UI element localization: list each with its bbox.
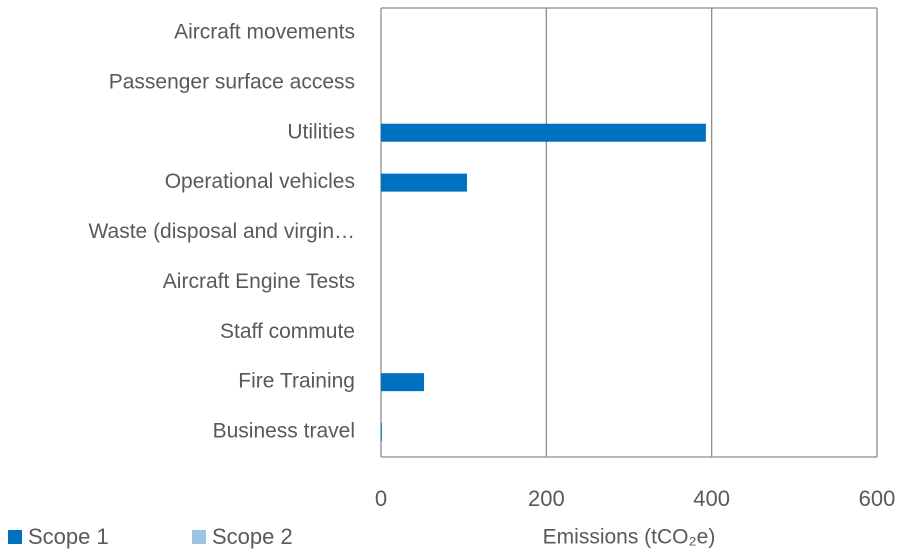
y-tick-label: Waste (disposal and virgin… [89,220,356,243]
legend-label: Scope 2 [212,524,293,549]
y-tick-label: Fire Training [238,370,355,393]
y-tick-label: Staff commute [220,320,355,343]
legend-swatch [192,530,206,544]
y-tick-label: Aircraft movements [174,20,355,43]
bar [381,123,706,142]
x-tick-label: 0 [375,486,387,511]
y-tick-label: Operational vehicles [165,170,355,193]
bar [381,423,382,442]
x-tick-label: 600 [859,486,896,511]
y-tick-label: Utilities [287,120,355,143]
x-tick-label: 200 [528,486,565,511]
y-tick-label: Business travel [213,420,355,443]
legend-swatch [8,530,22,544]
y-tick-label: Passenger surface access [109,70,355,93]
bar [381,373,424,392]
x-tick-label: 400 [693,486,730,511]
x-axis-title: Emissions (tCO₂e) [543,526,716,549]
y-tick-label: Aircraft Engine Tests [163,270,355,293]
legend-label: Scope 1 [28,524,109,549]
bar [381,173,467,192]
